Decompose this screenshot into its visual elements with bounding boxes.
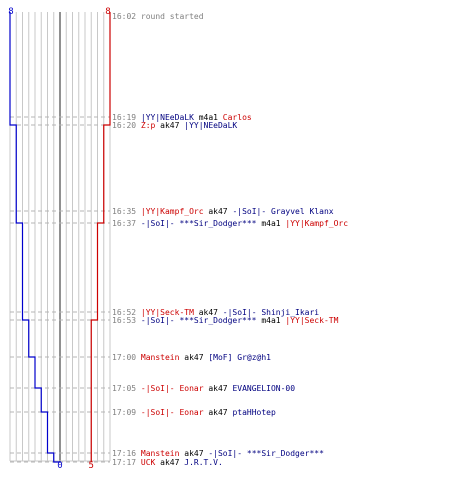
event-time: 16:19 — [112, 113, 141, 122]
event-row: 16:53 -|SoI|- ***Sir_Dodger*** m4a1 |YY|… — [112, 316, 339, 325]
event-time: 16:20 — [112, 121, 141, 130]
player-name: |YY|Kampf_Orc — [285, 219, 348, 228]
event-row: 17:00 Manstein ak47 [MoF] Gr@z@h1 — [112, 353, 271, 362]
top-left-label: 8 — [8, 7, 13, 17]
event-time: 16:52 — [112, 308, 141, 317]
player-name: -|SoI|- Grayvel Klanx — [232, 207, 333, 216]
player-name: -|SoI|- Shinji_Ikari — [223, 308, 320, 317]
event-time: 17:16 — [112, 449, 141, 458]
event-note: round started — [141, 12, 204, 21]
weapon-name: ak47 — [155, 121, 184, 130]
event-row: 16:37 -|SoI|- ***Sir_Dodger*** m4a1 |YY|… — [112, 219, 348, 228]
event-time: 16:37 — [112, 219, 141, 228]
red-series-line — [90, 12, 111, 462]
weapon-name: m4a1 — [194, 113, 223, 122]
event-row: 17:17 UCK ak47 J.R.T.V. — [112, 458, 223, 467]
series-lines — [9, 12, 111, 463]
player-name: |YY|Kampf_Orc — [141, 207, 204, 216]
player-name: -|SoI|- ***Sir_Dodger*** — [141, 316, 257, 325]
player-name: -|SoI|- ***Sir_Dodger*** — [208, 449, 324, 458]
player-name: J.R.T.V. — [184, 458, 223, 467]
player-name: Carlos — [223, 113, 252, 122]
weapon-name: ak47 — [204, 408, 233, 417]
player-name: -|SoI|- Eonar — [141, 384, 204, 393]
axis-labels: 8 8 0 5 — [8, 7, 110, 471]
player-name: |YY|NEeDaLK — [141, 113, 194, 122]
event-row: 17:09 -|SoI|- Eonar ak47 ptaHHotep — [112, 408, 276, 417]
player-name: |YY|NEeDaLK — [184, 121, 237, 130]
weapon-name: ak47 — [155, 458, 184, 467]
event-row: 17:05 -|SoI|- Eonar ak47 EVANGELION-00 — [112, 384, 295, 393]
player-name: Manstein — [141, 449, 180, 458]
player-name: |YY|Seck-TM — [285, 316, 338, 325]
top-right-label: 8 — [105, 7, 110, 17]
weapon-name: m4a1 — [257, 316, 286, 325]
event-time: 16:53 — [112, 316, 141, 325]
player-name: -|SoI|- ***Sir_Dodger*** — [141, 219, 257, 228]
bottom-center-label: 0 — [57, 461, 62, 471]
bottom-red-label: 5 — [89, 461, 94, 471]
grid-lines — [9, 12, 111, 462]
event-log: 16:02 round started 16:19 |YY|NEeDaLK m4a… — [112, 12, 348, 467]
event-row: 16:35 |YY|Kampf_Orc ak47 -|SoI|- Grayvel… — [112, 207, 334, 216]
event-row: 16:02 round started — [112, 12, 204, 21]
weapon-name: ak47 — [179, 449, 208, 458]
event-time: 16:02 — [112, 12, 141, 21]
player-name: Manstein — [141, 353, 180, 362]
event-row: 16:52 |YY|Seck-TM ak47 -|SoI|- Shinji_Ik… — [112, 308, 319, 317]
event-time: 17:00 — [112, 353, 141, 362]
blue-series-line — [9, 12, 61, 463]
player-name: EVANGELION-00 — [232, 384, 295, 393]
player-name: Z:p — [141, 121, 156, 130]
weapon-name: m4a1 — [257, 219, 286, 228]
weapon-name: ak47 — [194, 308, 223, 317]
event-row: 16:20 Z:p ak47 |YY|NEeDaLK — [112, 121, 237, 130]
weapon-name: ak47 — [204, 207, 233, 216]
event-row: 16:19 |YY|NEeDaLK m4a1 Carlos — [112, 113, 252, 122]
event-time: 17:17 — [112, 458, 141, 467]
player-name: ptaHHotep — [232, 408, 276, 417]
player-name: -|SoI|- Eonar — [141, 408, 204, 417]
weapon-name: ak47 — [204, 384, 233, 393]
event-row: 17:16 Manstein ak47 -|SoI|- ***Sir_Dodge… — [112, 449, 324, 458]
player-name: [MoF] Gr@z@h1 — [208, 353, 271, 362]
player-name: |YY|Seck-TM — [141, 308, 194, 317]
event-time: 17:05 — [112, 384, 141, 393]
event-time: 16:35 — [112, 207, 141, 216]
player-name: UCK — [141, 458, 156, 467]
event-time: 17:09 — [112, 408, 141, 417]
weapon-name: ak47 — [179, 353, 208, 362]
